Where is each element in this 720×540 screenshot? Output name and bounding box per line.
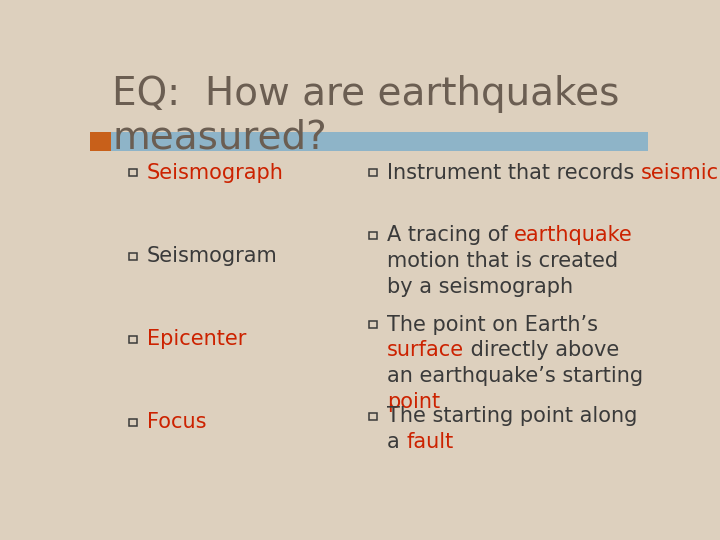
- Text: The point on Earth’s: The point on Earth’s: [387, 315, 598, 335]
- Text: by a seismograph: by a seismograph: [387, 277, 573, 297]
- Text: earthquake: earthquake: [514, 225, 633, 245]
- Text: a: a: [387, 432, 406, 452]
- Text: point: point: [387, 392, 440, 412]
- Text: Seismograph: Seismograph: [147, 163, 284, 183]
- Bar: [369, 321, 377, 328]
- Text: Instrument that records: Instrument that records: [387, 163, 641, 183]
- Text: Focus: Focus: [147, 413, 207, 433]
- Text: Seismogram: Seismogram: [147, 246, 278, 266]
- Text: waves: waves: [719, 163, 720, 183]
- Text: Epicenter: Epicenter: [147, 329, 246, 349]
- Text: surface: surface: [387, 340, 464, 361]
- Text: The starting point along: The starting point along: [387, 406, 637, 426]
- Bar: [369, 413, 377, 420]
- Bar: [129, 419, 138, 426]
- Bar: [129, 253, 138, 260]
- Bar: [369, 170, 377, 177]
- Text: motion that is created: motion that is created: [387, 251, 618, 271]
- Text: seismic: seismic: [641, 163, 719, 183]
- Bar: [129, 170, 138, 177]
- Text: directly above: directly above: [464, 340, 619, 361]
- Bar: [90, 132, 648, 151]
- Text: measured?: measured?: [112, 119, 327, 157]
- Text: fault: fault: [406, 432, 454, 452]
- Text: an earthquake’s starting: an earthquake’s starting: [387, 366, 643, 386]
- Bar: [369, 232, 377, 239]
- Bar: [90, 132, 111, 151]
- Bar: [129, 336, 138, 343]
- Text: EQ:  How are earthquakes: EQ: How are earthquakes: [112, 75, 620, 113]
- Text: A tracing of: A tracing of: [387, 225, 514, 245]
